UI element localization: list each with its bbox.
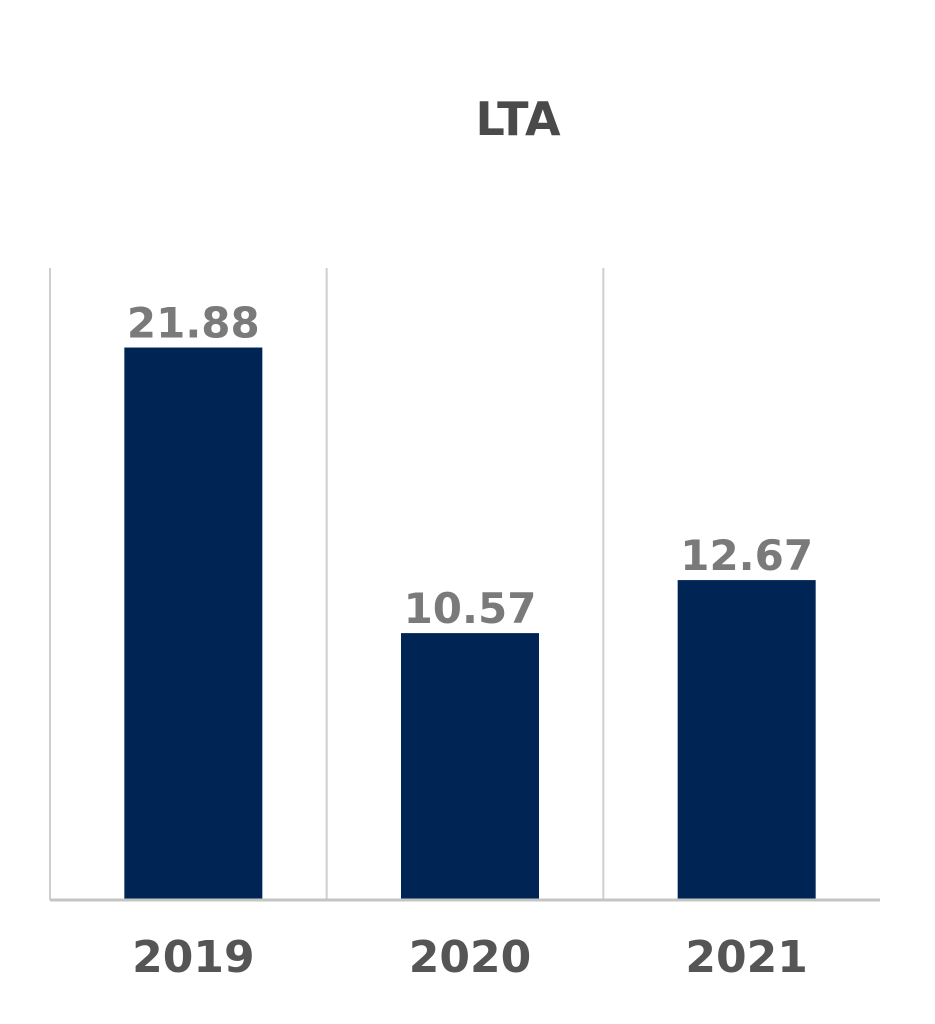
chart-title: LTA <box>475 92 561 146</box>
bars-group <box>124 347 816 900</box>
category-separators <box>49 268 605 900</box>
bar-2020 <box>401 633 539 900</box>
bar-2021 <box>677 580 816 900</box>
x-tick-label-2021: 2021 <box>685 932 807 983</box>
x-tick-label-2020: 2020 <box>409 932 531 983</box>
x-tick-label-2019: 2019 <box>132 932 254 983</box>
bar-2019 <box>124 347 263 900</box>
data-label-2021: 12.67 <box>680 531 813 580</box>
data-label-2020: 10.57 <box>404 584 537 633</box>
x-tick-labels-group: 2019 2020 2021 <box>132 932 808 983</box>
data-labels-group: 21.88 10.57 12.67 <box>127 299 813 634</box>
data-label-2019: 21.88 <box>127 299 260 348</box>
